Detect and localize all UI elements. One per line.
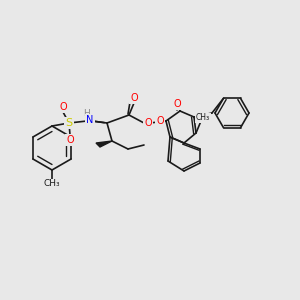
Text: O: O bbox=[130, 93, 138, 103]
Text: CH₃: CH₃ bbox=[44, 179, 60, 188]
Text: O: O bbox=[144, 118, 152, 128]
Text: O: O bbox=[59, 102, 67, 112]
Text: CH₃: CH₃ bbox=[196, 113, 210, 122]
Text: O: O bbox=[156, 116, 164, 126]
Text: S: S bbox=[65, 118, 73, 128]
Text: O: O bbox=[66, 135, 74, 145]
Text: N: N bbox=[86, 115, 94, 125]
Text: H: H bbox=[84, 110, 90, 118]
Polygon shape bbox=[96, 141, 112, 147]
Text: O: O bbox=[173, 99, 181, 109]
